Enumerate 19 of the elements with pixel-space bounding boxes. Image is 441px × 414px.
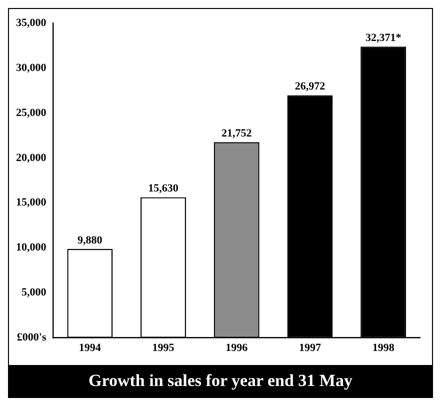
y-tick-label: 35,000 [16, 16, 47, 29]
x-tick-label: 1998 [372, 342, 395, 354]
x-tick-label: 1997 [298, 342, 322, 354]
y-tick-label: 25,000 [16, 106, 47, 119]
text: Growth in sales for year end 31 May [9, 365, 432, 397]
y-tick-label: 15,000 [16, 196, 47, 209]
y-tick-label: 30,000 [16, 62, 47, 74]
data-label: 26,972 [294, 80, 326, 93]
x-tick-label: 1996 [226, 342, 248, 354]
x-tick-label: 1994 [78, 342, 102, 354]
y-tick-label: 5,000 [22, 286, 47, 299]
y-tick-label: £000's [16, 332, 47, 344]
x-tick-label: 1995 [152, 342, 175, 354]
data-label: 9,880 [78, 234, 103, 246]
data-label: 32,371* [365, 32, 402, 44]
data-label: 21,752 [222, 128, 252, 140]
data-label: 15,630 [148, 182, 179, 195]
y-tick-label: 10,000 [16, 242, 47, 254]
y-tick-label: 20,000 [16, 152, 47, 164]
